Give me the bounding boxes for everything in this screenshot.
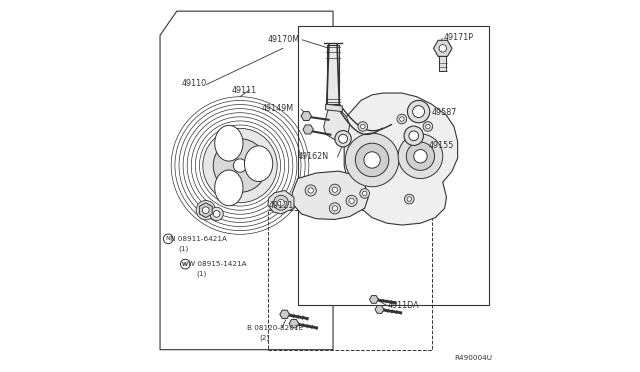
Polygon shape [268,190,294,214]
Circle shape [349,198,354,203]
Circle shape [426,124,430,129]
Text: W: W [182,262,188,267]
Circle shape [196,201,216,220]
Circle shape [408,100,429,123]
Polygon shape [303,125,314,134]
Polygon shape [326,45,339,104]
Circle shape [362,191,367,196]
Circle shape [305,185,316,196]
Polygon shape [344,93,458,225]
Circle shape [355,143,389,177]
Text: 49587: 49587 [431,108,457,117]
Circle shape [358,122,367,131]
Bar [439,48,447,71]
Polygon shape [199,203,212,218]
Text: (1): (1) [179,246,189,253]
Text: 49149M: 49149M [261,105,293,113]
Circle shape [413,150,427,163]
Polygon shape [292,171,369,219]
Circle shape [423,122,433,131]
Polygon shape [160,11,333,350]
Circle shape [360,124,365,129]
Text: (2): (2) [260,334,270,341]
Circle shape [234,159,246,172]
Circle shape [399,117,404,121]
Polygon shape [369,296,378,303]
Circle shape [398,134,443,179]
Text: W 08915-1421A: W 08915-1421A [188,261,246,267]
Polygon shape [433,40,452,57]
Text: B 08120-8201E: B 08120-8201E [248,325,303,331]
Circle shape [364,152,380,168]
Bar [268,210,431,350]
Circle shape [203,128,277,203]
Text: 49171P: 49171P [443,33,473,42]
Circle shape [407,197,412,201]
Text: 49155: 49155 [428,141,454,150]
Text: N 08911-6421A: N 08911-6421A [170,236,227,242]
Circle shape [308,188,314,193]
Circle shape [278,199,284,206]
Circle shape [330,184,340,195]
Text: 49111: 49111 [232,86,257,94]
Polygon shape [326,104,342,112]
Text: R490004U: R490004U [454,355,493,361]
Bar [298,26,489,305]
Circle shape [163,234,173,244]
Text: 49162N: 49162N [298,152,329,161]
Circle shape [406,142,435,170]
Polygon shape [324,105,349,141]
Circle shape [404,126,424,145]
Circle shape [332,206,337,211]
Circle shape [210,207,223,221]
Circle shape [332,187,337,192]
Polygon shape [289,320,299,328]
Circle shape [404,194,414,204]
Polygon shape [301,112,312,121]
Text: N: N [166,236,171,241]
Circle shape [213,139,267,192]
Circle shape [213,211,220,217]
Polygon shape [280,310,289,318]
Ellipse shape [215,125,243,161]
Circle shape [335,131,351,147]
Circle shape [360,189,369,198]
Circle shape [339,134,348,143]
Circle shape [409,131,419,141]
Circle shape [330,203,340,214]
Circle shape [273,195,289,210]
Circle shape [202,207,209,214]
Circle shape [413,106,424,118]
Circle shape [397,114,406,124]
Polygon shape [375,306,384,313]
Text: (1): (1) [196,270,206,277]
Circle shape [439,45,447,52]
Text: 4911DA: 4911DA [388,301,419,310]
Circle shape [346,195,357,206]
Text: 49121: 49121 [269,201,294,210]
Circle shape [180,259,190,269]
Ellipse shape [244,146,273,182]
Circle shape [346,133,399,187]
Text: 49170M: 49170M [267,35,300,44]
Ellipse shape [215,170,243,206]
Text: 49110: 49110 [181,79,206,88]
